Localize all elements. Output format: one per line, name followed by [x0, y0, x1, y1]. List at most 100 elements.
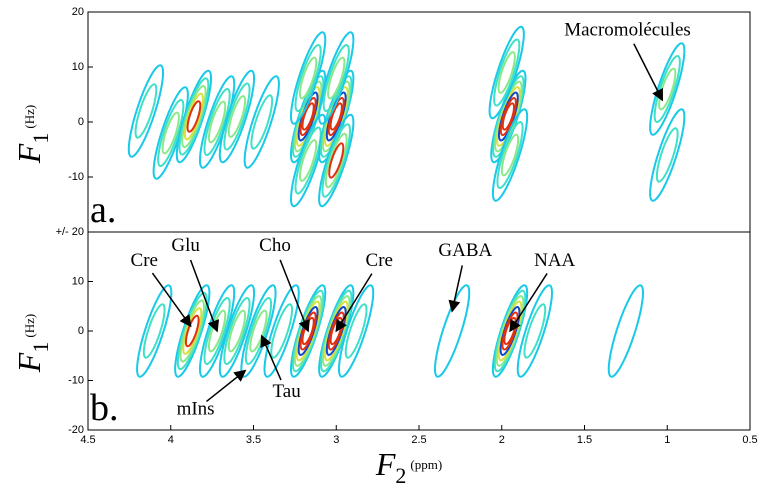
contour-line — [183, 92, 204, 141]
contour-line — [263, 284, 300, 378]
contour-line — [176, 291, 208, 371]
contour-line — [157, 98, 185, 168]
contour-line — [301, 102, 315, 131]
contour-line — [179, 299, 205, 363]
contour-line — [175, 69, 213, 164]
annotation: Macromolécules — [564, 20, 691, 41]
contour-line — [337, 284, 375, 378]
y-axis-label-symbol: F — [11, 352, 47, 373]
y-tick-label: -20 — [68, 424, 84, 436]
x-tick-label: 3.5 — [246, 434, 261, 446]
contour-line — [493, 38, 521, 107]
contour-line — [488, 25, 525, 120]
annotation-arrow — [279, 259, 310, 333]
contour-line — [249, 309, 268, 353]
contour-line — [344, 303, 368, 359]
y-tick-label: +/- 20 — [56, 226, 84, 238]
y-tick-label: 20 — [72, 6, 84, 18]
annotation-arrow — [448, 265, 464, 313]
contour-line — [298, 56, 318, 100]
x-axis-label-symbol: F — [375, 446, 396, 482]
y-axis-label-subscript: 1 — [28, 133, 53, 144]
panel-label: b. — [90, 387, 119, 429]
contour-line — [289, 31, 327, 125]
y-tick-label: -10 — [68, 171, 84, 183]
contour-line — [127, 64, 165, 158]
contour-line — [250, 94, 274, 150]
contour-line — [294, 43, 322, 113]
contour-line — [655, 127, 679, 183]
y-axis-label-subscript: 1 — [28, 342, 53, 353]
x-tick-label: 4.5 — [80, 434, 95, 446]
contour-line — [523, 303, 547, 359]
annotation-arrow — [260, 334, 282, 381]
contour-line — [270, 303, 293, 359]
x-axis-label-unit: (ppm) — [410, 457, 442, 472]
annotation-arrow — [151, 272, 192, 328]
y-axis-label-unit: (Hz) — [22, 314, 37, 338]
annotation-arrow — [335, 273, 373, 333]
contour-line — [227, 95, 247, 138]
contour-line — [182, 307, 203, 355]
annotation-arrow — [633, 43, 663, 102]
x-tick-label: 2.5 — [411, 434, 426, 446]
annotation: Tau — [272, 381, 301, 402]
contour-line — [649, 108, 686, 202]
contour-line — [218, 69, 256, 164]
contour-line — [244, 296, 273, 366]
contour-line — [294, 126, 322, 195]
y-axis-label-symbol: F — [11, 143, 47, 164]
contour-line — [321, 123, 351, 198]
contour-line — [491, 108, 529, 202]
contour-line — [203, 87, 231, 157]
plot-area — [136, 284, 645, 378]
x-axis-label-subscript: 2 — [395, 463, 406, 487]
x-tick-label: 4 — [168, 434, 174, 446]
contour-line — [223, 296, 251, 366]
x-axis-label: F2 (ppm) — [375, 446, 442, 487]
contour-line — [658, 67, 677, 111]
contour-line — [516, 284, 553, 378]
contour-line — [327, 56, 346, 100]
contour-line — [653, 54, 681, 124]
y-tick-label: 0 — [78, 116, 84, 128]
contour-line — [289, 113, 327, 208]
contour-line — [497, 51, 516, 94]
contour-line — [328, 142, 345, 179]
contour-line — [227, 309, 247, 353]
contour-line — [322, 43, 350, 113]
contour-line — [142, 303, 166, 359]
y-axis-label: F1 (Hz) — [11, 105, 53, 164]
plot-area — [127, 25, 686, 208]
contour-line — [433, 284, 471, 378]
contour-line — [324, 132, 348, 189]
y-tick-label: 0 — [78, 325, 84, 337]
annotation: GABA — [438, 240, 492, 261]
contour-line — [243, 75, 280, 169]
contour-line — [607, 284, 645, 378]
contour-line — [500, 133, 520, 177]
contour-line — [161, 111, 180, 155]
annotation: mIns — [177, 399, 215, 420]
contour-line — [207, 100, 227, 144]
y-tick-label: 10 — [72, 61, 84, 73]
contour-line — [501, 102, 515, 131]
y-tick-label: 10 — [72, 275, 84, 287]
contour-line — [186, 100, 202, 133]
annotation: Cre — [366, 250, 393, 271]
x-tick-label: 0.5 — [742, 434, 757, 446]
contour-line — [318, 113, 355, 208]
contour-line — [318, 31, 355, 125]
contour-line — [298, 139, 318, 182]
y-axis-label: F1 (Hz) — [11, 314, 53, 373]
annotation-arrow — [206, 369, 247, 403]
contour-line — [174, 284, 211, 378]
y-axis-label-unit: (Hz) — [22, 105, 37, 129]
contour-line — [184, 314, 200, 348]
x-tick-label: 2 — [499, 434, 505, 446]
contour-line — [329, 102, 343, 131]
contour-line — [223, 82, 251, 151]
contour-line — [181, 84, 207, 149]
